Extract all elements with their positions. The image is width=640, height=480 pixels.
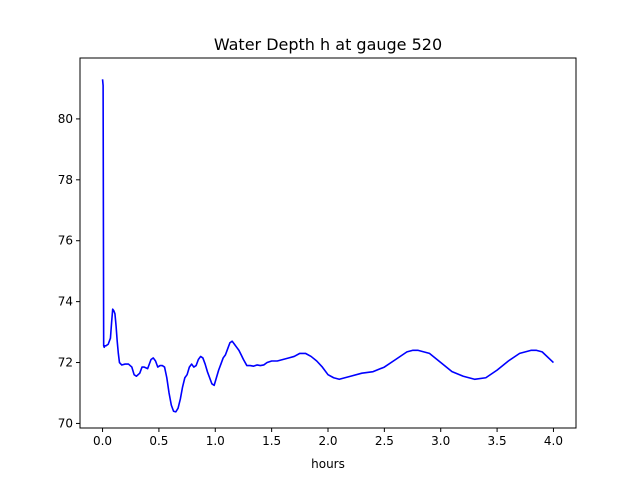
x-tick-label: 1.0 [206,434,225,448]
plot-area [101,79,554,413]
y-tick-label: 80 [58,112,73,126]
x-axis-ticks: 0.0 0.5 1.0 1.5 2.0 2.5 3.0 3.5 4.0 [93,428,563,448]
y-tick-label: 74 [58,295,73,309]
chart-title: Water Depth h at gauge 520 [214,35,442,54]
x-tick-label: 3.5 [488,434,507,448]
x-tick-label: 4.0 [544,434,563,448]
y-tick-label: 78 [58,173,73,187]
x-tick-label: 1.5 [262,434,281,448]
x-tick-label: 0.0 [93,434,112,448]
series-line-0 [101,79,554,413]
x-tick-label: 2.5 [375,434,394,448]
x-tick-label: 0.5 [149,434,168,448]
y-tick-label: 72 [58,356,73,370]
x-tick-label: 3.0 [431,434,450,448]
x-tick-label: 2.0 [318,434,337,448]
y-tick-label: 70 [58,416,73,430]
y-axis-ticks: 70 72 74 76 78 80 [58,112,80,430]
y-tick-label: 76 [58,234,73,248]
x-axis-label: hours [311,457,345,471]
axes-frame [79,57,577,429]
